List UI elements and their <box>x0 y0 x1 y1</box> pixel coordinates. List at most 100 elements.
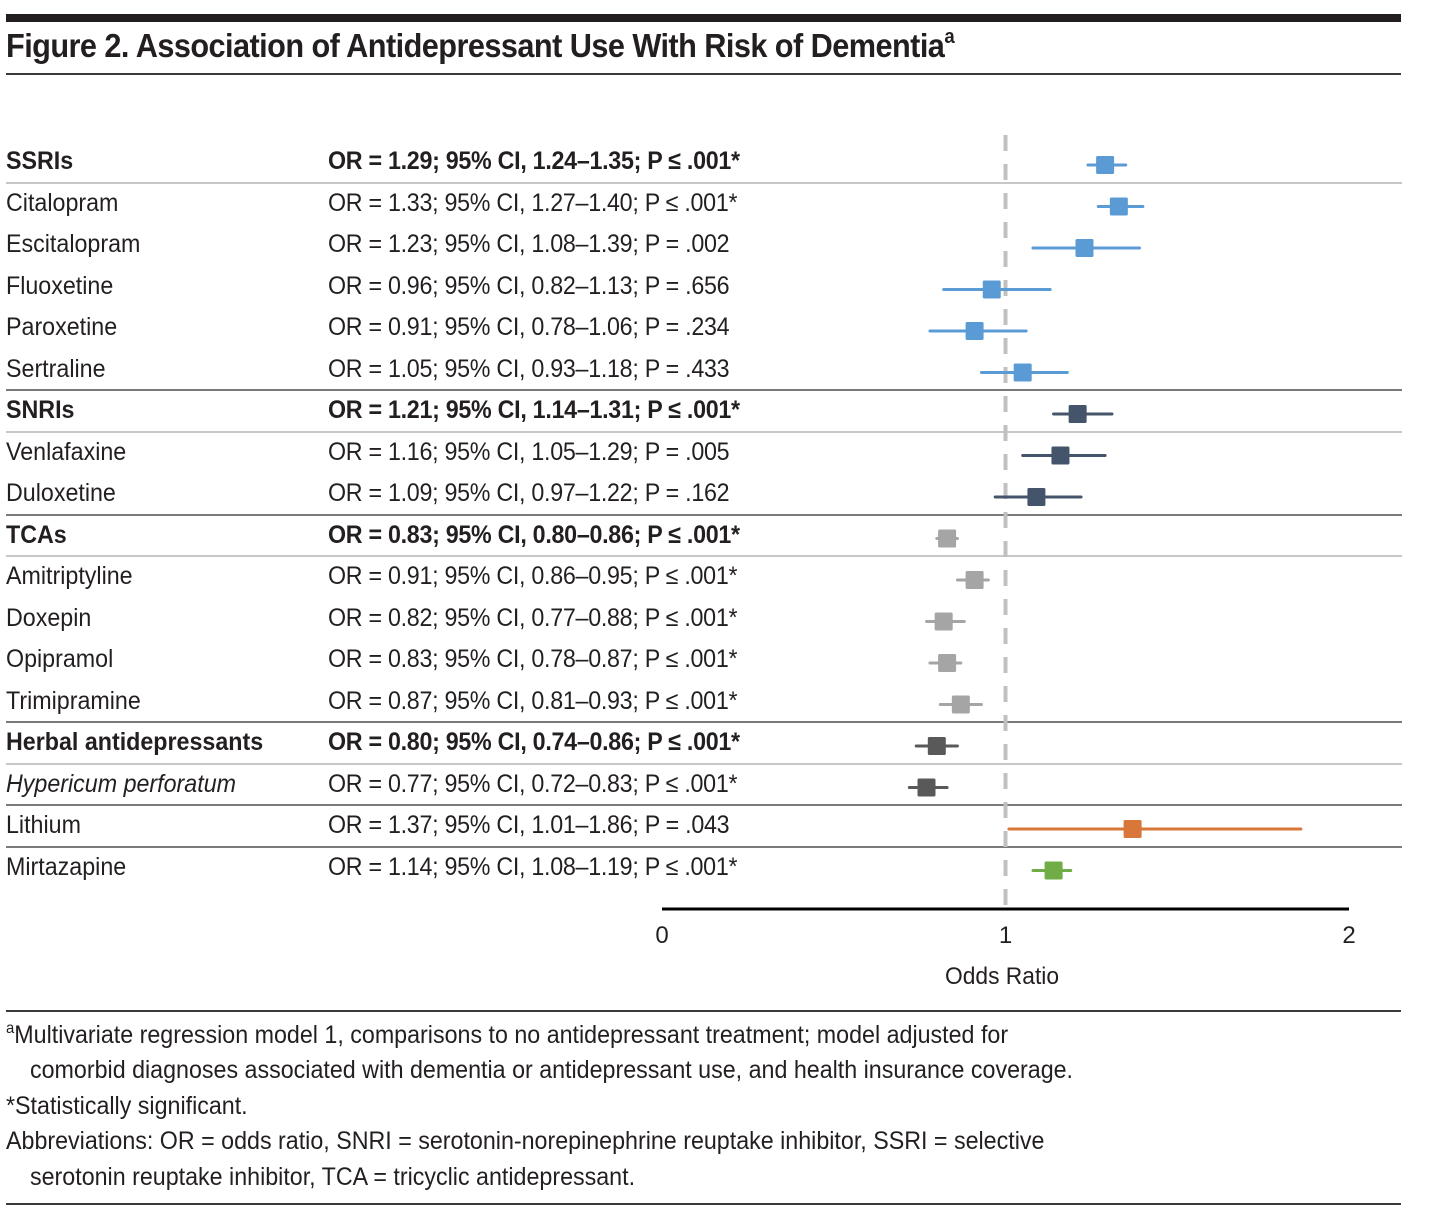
row-label: Trimipramine <box>6 686 141 715</box>
odds-ratio-marker <box>934 612 953 631</box>
footnote-rule-top <box>6 1010 1401 1012</box>
row-label: Paroxetine <box>6 313 118 341</box>
forest-row: SNRIs OR = 1.21; 95% CI, 1.14–1.31; P ≤ .… <box>0 390 1430 431</box>
row-stats: OR = 0.91; 95% CI, 0.86–0.95; P ≤ .001* <box>328 562 738 590</box>
row-stats: OR = 0.82; 95% CI, 0.77–0.88; P ≤ .001* <box>328 603 738 632</box>
row-separator <box>6 762 1402 765</box>
row-separator <box>6 181 1402 184</box>
x-tick-label-0: 0 <box>655 922 669 949</box>
odds-ratio-marker <box>1044 861 1063 880</box>
row-label: Amitriptyline <box>6 562 133 590</box>
forest-row: Amitriptyline OR = 0.91; 95% CI, 0.86–0.9… <box>0 556 1430 597</box>
forest-row: Paroxetine OR = 0.91; 95% CI, 0.78–1.06; … <box>0 307 1430 348</box>
figure-title-text: Figure 2. Association of Antidepressant … <box>6 27 945 64</box>
row-separator <box>6 721 1402 723</box>
row-separator <box>6 430 1402 433</box>
odds-ratio-marker <box>982 280 1001 299</box>
odds-ratio-marker <box>1096 156 1115 174</box>
forest-row: Herbal antidepressants OR = 0.80; 95% CI,… <box>0 722 1430 763</box>
row-stats: OR = 1.14; 95% CI, 1.08–1.19; P ≤ .001* <box>328 852 738 881</box>
top-rule <box>6 14 1401 22</box>
row-label: SSRIs <box>6 147 74 175</box>
figure-title: Figure 2. Association of Antidepressant … <box>6 26 955 65</box>
forest-row: Doxepin OR = 0.82; 95% CI, 0.77–0.88; P ≤… <box>0 598 1430 639</box>
row-separator <box>6 389 1402 391</box>
footnote-a-marker: a <box>6 1020 15 1037</box>
row-label: Hypericum perforatum <box>6 769 237 798</box>
row-stats: OR = 1.09; 95% CI, 0.97–1.22; P = .162 <box>328 479 730 507</box>
forest-row: TCAs OR = 0.83; 95% CI, 0.80–0.86; P ≤ .0… <box>0 515 1430 556</box>
row-separator <box>6 845 1402 848</box>
row-stats: OR = 0.83; 95% CI, 0.80–0.86; P ≤ .001* <box>328 520 740 549</box>
row-label: Doxepin <box>6 603 92 632</box>
odds-ratio-marker <box>927 737 946 755</box>
forest-row: Fluoxetine OR = 0.96; 95% CI, 0.82–1.13; … <box>0 266 1430 307</box>
footnote-a-line2: comorbid diagnoses associated with demen… <box>30 1056 1074 1084</box>
row-label: Venlafaxine <box>6 437 127 466</box>
row-label: Escitalopram <box>6 230 141 258</box>
row-label: Duloxetine <box>6 479 116 507</box>
odds-ratio-marker <box>965 322 984 340</box>
row-label: Fluoxetine <box>6 271 114 300</box>
forest-row: Citalopram OR = 1.33; 95% CI, 1.27–1.40; … <box>0 183 1430 224</box>
row-stats: OR = 0.91; 95% CI, 0.78–1.06; P = .234 <box>328 313 730 341</box>
odds-ratio-marker <box>938 654 957 672</box>
row-stats: OR = 1.23; 95% CI, 1.08–1.39; P = .002 <box>328 230 730 258</box>
forest-plot <box>662 135 1349 911</box>
odds-ratio-marker <box>917 778 936 797</box>
row-label: SNRIs <box>6 396 75 424</box>
row-separator <box>6 513 1402 516</box>
odds-ratio-marker <box>951 695 970 714</box>
row-stats: OR = 1.29; 95% CI, 1.24–1.35; P ≤ .001* <box>328 147 740 175</box>
forest-row: Trimipramine OR = 0.87; 95% CI, 0.81–0.93… <box>0 681 1430 722</box>
row-stats: OR = 0.83; 95% CI, 0.78–0.87; P ≤ .001* <box>328 645 738 673</box>
x-tick-label-1: 1 <box>998 922 1013 949</box>
row-label: Mirtazapine <box>6 852 127 881</box>
row-label: Citalopram <box>6 188 119 217</box>
odds-ratio-marker <box>1075 239 1094 257</box>
footnote-abbreviations-line2: serotonin reuptake inhibitor, TCA = tric… <box>30 1163 636 1191</box>
row-stats: OR = 1.21; 95% CI, 1.14–1.31; P ≤ .001* <box>328 396 740 424</box>
title-footnote-marker: a <box>944 26 955 48</box>
odds-ratio-marker <box>1027 488 1046 506</box>
row-stats: OR = 1.33; 95% CI, 1.27–1.40; P ≤ .001* <box>328 188 738 217</box>
footnote-rule-bottom <box>6 1203 1401 1205</box>
row-label: TCAs <box>6 520 67 549</box>
forest-row: Escitalopram OR = 1.23; 95% CI, 1.08–1.39… <box>0 224 1430 265</box>
forest-row: SSRIs OR = 1.29; 95% CI, 1.24–1.35; P ≤ .… <box>0 141 1430 182</box>
odds-ratio-marker <box>965 571 984 589</box>
footnote-a: aMultivariate regression model 1, compar… <box>6 1020 1008 1050</box>
forest-row: Sertraline OR = 1.05; 95% CI, 0.93–1.18; … <box>0 349 1430 390</box>
row-label: Opipramol <box>6 645 114 673</box>
forest-row: Hypericum perforatum OR = 0.77; 95% CI, 0… <box>0 764 1430 805</box>
row-separator <box>6 804 1402 806</box>
odds-ratio-marker <box>1123 820 1142 838</box>
row-label: Herbal antidepressants <box>6 728 264 756</box>
x-tick-label-2: 2 <box>1342 922 1356 949</box>
row-stats: OR = 0.80; 95% CI, 0.74–0.86; P ≤ .001* <box>328 728 740 756</box>
odds-ratio-marker <box>1051 446 1070 465</box>
odds-ratio-marker <box>938 529 957 548</box>
odds-ratio-marker <box>1013 363 1032 382</box>
row-label: Lithium <box>6 811 81 839</box>
forest-row: Lithium OR = 1.37; 95% CI, 1.01–1.86; P =… <box>0 805 1430 846</box>
forest-row: Mirtazapine OR = 1.14; 95% CI, 1.08–1.19;… <box>0 847 1430 888</box>
row-stats: OR = 1.37; 95% CI, 1.01–1.86; P = .043 <box>328 811 730 839</box>
forest-row: Duloxetine OR = 1.09; 95% CI, 0.97–1.22; … <box>0 473 1430 514</box>
row-separator <box>6 555 1402 557</box>
footnote-a-line1: Multivariate regression model 1, compari… <box>14 1021 1009 1049</box>
row-stats: OR = 0.96; 95% CI, 0.82–1.13; P = .656 <box>328 271 730 300</box>
odds-ratio-marker <box>1109 197 1128 216</box>
footnote-significance: *Statistically significant. <box>6 1092 248 1120</box>
forest-row: Opipramol OR = 0.83; 95% CI, 0.78–0.87; P… <box>0 639 1430 680</box>
x-axis-title: Odds Ratio <box>944 963 1060 990</box>
row-stats: OR = 0.77; 95% CI, 0.72–0.83; P ≤ .001* <box>328 769 738 798</box>
odds-ratio-marker <box>1068 405 1087 423</box>
row-label: Sertraline <box>6 354 106 383</box>
row-stats: OR = 1.05; 95% CI, 0.93–1.18; P = .433 <box>328 354 730 383</box>
row-stats: OR = 1.16; 95% CI, 1.05–1.29; P = .005 <box>328 437 730 466</box>
forest-row: Venlafaxine OR = 1.16; 95% CI, 1.05–1.29;… <box>0 432 1430 473</box>
row-stats: OR = 0.87; 95% CI, 0.81–0.93; P ≤ .001* <box>328 686 738 715</box>
title-rule <box>6 73 1401 75</box>
footnote-abbreviations-line1: Abbreviations: OR = odds ratio, SNRI = s… <box>6 1127 1045 1155</box>
